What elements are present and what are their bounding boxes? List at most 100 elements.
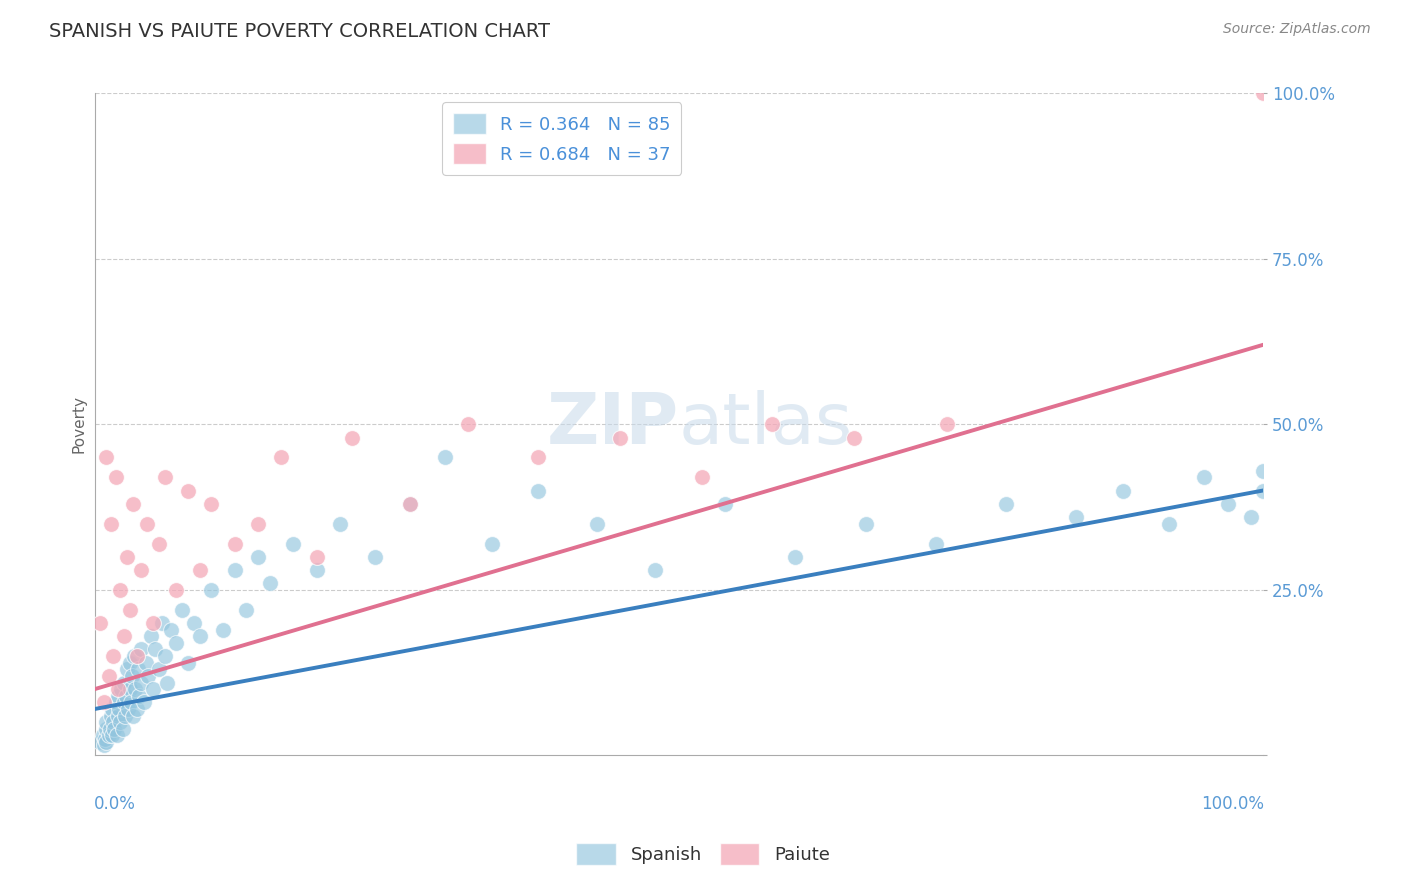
- Point: [527, 483, 550, 498]
- Point: [104, 470, 127, 484]
- Point: [135, 656, 157, 670]
- Point: [714, 497, 737, 511]
- Point: [305, 549, 328, 564]
- Point: [129, 642, 152, 657]
- Point: [93, 695, 115, 709]
- Point: [842, 431, 865, 445]
- Point: [1194, 470, 1216, 484]
- Point: [188, 563, 211, 577]
- Point: [153, 470, 176, 484]
- Point: [1216, 497, 1239, 511]
- Point: [132, 695, 155, 709]
- Point: [136, 669, 159, 683]
- Point: [364, 549, 387, 564]
- Point: [110, 582, 132, 597]
- Point: [94, 731, 117, 746]
- Point: [117, 702, 139, 716]
- Point: [1064, 510, 1087, 524]
- Point: [142, 615, 165, 630]
- Point: [96, 722, 118, 736]
- Point: [340, 431, 363, 445]
- Point: [89, 615, 111, 630]
- Point: [924, 536, 946, 550]
- Point: [121, 669, 143, 683]
- Point: [120, 695, 142, 709]
- Point: [117, 549, 139, 564]
- Point: [936, 417, 959, 432]
- Point: [128, 689, 150, 703]
- Point: [104, 695, 127, 709]
- Point: [142, 682, 165, 697]
- Point: [283, 536, 305, 550]
- Text: Source: ZipAtlas.com: Source: ZipAtlas.com: [1223, 22, 1371, 37]
- Point: [153, 648, 176, 663]
- Point: [172, 603, 194, 617]
- Point: [165, 582, 187, 597]
- Point: [212, 623, 235, 637]
- Point: [994, 497, 1017, 511]
- Point: [270, 450, 292, 465]
- Point: [118, 656, 141, 670]
- Point: [527, 450, 550, 465]
- Point: [118, 682, 141, 697]
- Point: [96, 450, 118, 465]
- Point: [1240, 510, 1263, 524]
- Point: [110, 715, 132, 730]
- Point: [122, 708, 145, 723]
- Point: [457, 417, 479, 432]
- Point: [165, 636, 187, 650]
- Point: [100, 708, 122, 723]
- Point: [785, 549, 807, 564]
- Point: [103, 722, 125, 736]
- Point: [107, 682, 129, 697]
- Point: [259, 576, 281, 591]
- Point: [159, 623, 181, 637]
- Point: [399, 497, 422, 511]
- Point: [761, 417, 783, 432]
- Text: 0.0%: 0.0%: [93, 795, 135, 814]
- Point: [97, 669, 120, 683]
- Point: [108, 702, 131, 716]
- Point: [101, 729, 124, 743]
- Point: [125, 648, 148, 663]
- Point: [247, 549, 270, 564]
- Point: [139, 629, 162, 643]
- Text: SPANISH VS PAIUTE POVERTY CORRELATION CHART: SPANISH VS PAIUTE POVERTY CORRELATION CH…: [49, 22, 550, 41]
- Point: [101, 702, 124, 716]
- Point: [1251, 464, 1274, 478]
- Point: [93, 739, 115, 753]
- Point: [177, 483, 200, 498]
- Legend: Spanish, Paiute: Spanish, Paiute: [569, 836, 837, 872]
- Point: [183, 615, 205, 630]
- Point: [129, 563, 152, 577]
- Point: [247, 516, 270, 531]
- Point: [143, 642, 166, 657]
- Point: [609, 431, 631, 445]
- Point: [224, 536, 246, 550]
- Point: [148, 536, 170, 550]
- Point: [96, 715, 118, 730]
- Point: [127, 662, 149, 676]
- Point: [103, 648, 125, 663]
- Point: [103, 715, 125, 730]
- Point: [110, 682, 132, 697]
- Point: [399, 497, 422, 511]
- Point: [100, 516, 122, 531]
- Point: [97, 729, 120, 743]
- Point: [305, 563, 328, 577]
- Point: [1159, 516, 1181, 531]
- Text: atlas: atlas: [679, 390, 853, 458]
- Point: [1251, 483, 1274, 498]
- Y-axis label: Poverty: Poverty: [72, 395, 86, 453]
- Legend: R = 0.364   N = 85, R = 0.684   N = 37: R = 0.364 N = 85, R = 0.684 N = 37: [443, 103, 682, 175]
- Text: ZIP: ZIP: [547, 390, 679, 458]
- Point: [200, 582, 222, 597]
- Point: [1111, 483, 1133, 498]
- Point: [690, 470, 713, 484]
- Point: [91, 729, 114, 743]
- Point: [200, 497, 222, 511]
- Point: [89, 735, 111, 749]
- Point: [114, 708, 136, 723]
- Point: [117, 662, 139, 676]
- Point: [224, 563, 246, 577]
